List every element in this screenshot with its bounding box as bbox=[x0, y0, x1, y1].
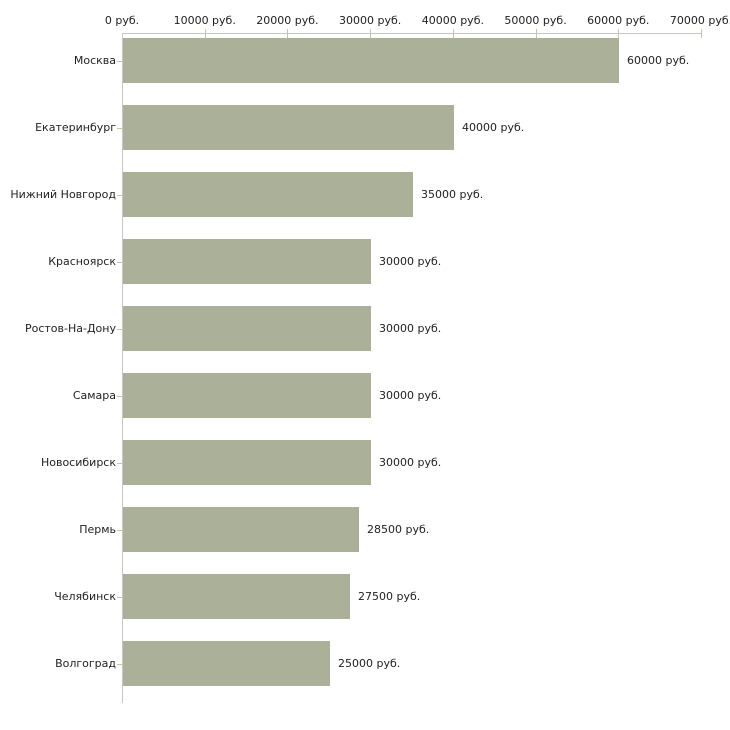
bar-value-label: 30000 руб. bbox=[379, 322, 442, 335]
bar-value-label: 40000 руб. bbox=[462, 121, 525, 134]
y-axis-tick bbox=[117, 329, 122, 330]
bar bbox=[123, 38, 619, 83]
bar bbox=[123, 574, 350, 619]
category-label: Нижний Новгород bbox=[10, 188, 116, 201]
bar bbox=[123, 507, 359, 552]
x-axis-line bbox=[122, 33, 702, 34]
x-tick-label: 60000 руб. bbox=[587, 14, 650, 27]
y-axis-tick bbox=[117, 128, 122, 129]
x-tick-label: 30000 руб. bbox=[339, 14, 402, 27]
x-tick-label: 70000 руб. bbox=[669, 14, 730, 27]
bar-value-label: 35000 руб. bbox=[421, 188, 484, 201]
y-axis-tick bbox=[117, 664, 122, 665]
y-axis-line bbox=[122, 33, 123, 703]
x-tick-label: 0 руб. bbox=[104, 14, 140, 27]
category-label: Москва bbox=[73, 54, 116, 67]
x-axis-tick bbox=[205, 29, 206, 38]
category-label: Екатеринбург bbox=[35, 121, 116, 134]
y-axis-tick bbox=[117, 195, 122, 196]
category-label: Самара bbox=[72, 389, 116, 402]
x-tick-label: 40000 руб. bbox=[421, 14, 484, 27]
category-label: Новосибирск bbox=[40, 456, 116, 469]
category-label: Челябинск bbox=[54, 590, 116, 603]
x-axis-tick bbox=[618, 29, 619, 38]
bar bbox=[123, 440, 371, 485]
y-axis-tick bbox=[117, 463, 122, 464]
bar-value-label: 27500 руб. bbox=[358, 590, 421, 603]
category-label: Пермь bbox=[79, 523, 116, 536]
x-tick-label: 10000 руб. bbox=[173, 14, 236, 27]
x-tick-label: 50000 руб. bbox=[504, 14, 567, 27]
y-axis-tick bbox=[117, 262, 122, 263]
category-label: Ростов-На-Дону bbox=[24, 322, 116, 335]
y-axis-tick bbox=[117, 396, 122, 397]
x-axis-tick bbox=[370, 29, 371, 38]
bar-value-label: 25000 руб. bbox=[338, 657, 401, 670]
bar bbox=[123, 239, 371, 284]
bar bbox=[123, 641, 330, 686]
x-tick-label: 20000 руб. bbox=[256, 14, 319, 27]
y-axis-tick bbox=[117, 530, 122, 531]
x-axis-tick bbox=[536, 29, 537, 38]
bar-value-label: 30000 руб. bbox=[379, 456, 442, 469]
bar-value-label: 60000 руб. bbox=[627, 54, 690, 67]
bar bbox=[123, 172, 413, 217]
bar bbox=[123, 105, 454, 150]
x-axis-tick bbox=[287, 29, 288, 38]
bar-value-label: 30000 руб. bbox=[379, 389, 442, 402]
bar-value-label: 30000 руб. bbox=[379, 255, 442, 268]
category-label: Волгоград bbox=[55, 657, 116, 670]
category-label: Красноярск bbox=[48, 255, 116, 268]
y-axis-tick bbox=[117, 597, 122, 598]
y-axis-tick bbox=[117, 61, 122, 62]
bar bbox=[123, 373, 371, 418]
x-axis-tick bbox=[453, 29, 454, 38]
bar bbox=[123, 306, 371, 351]
x-axis-tick bbox=[701, 29, 702, 38]
bar-value-label: 28500 руб. bbox=[367, 523, 430, 536]
